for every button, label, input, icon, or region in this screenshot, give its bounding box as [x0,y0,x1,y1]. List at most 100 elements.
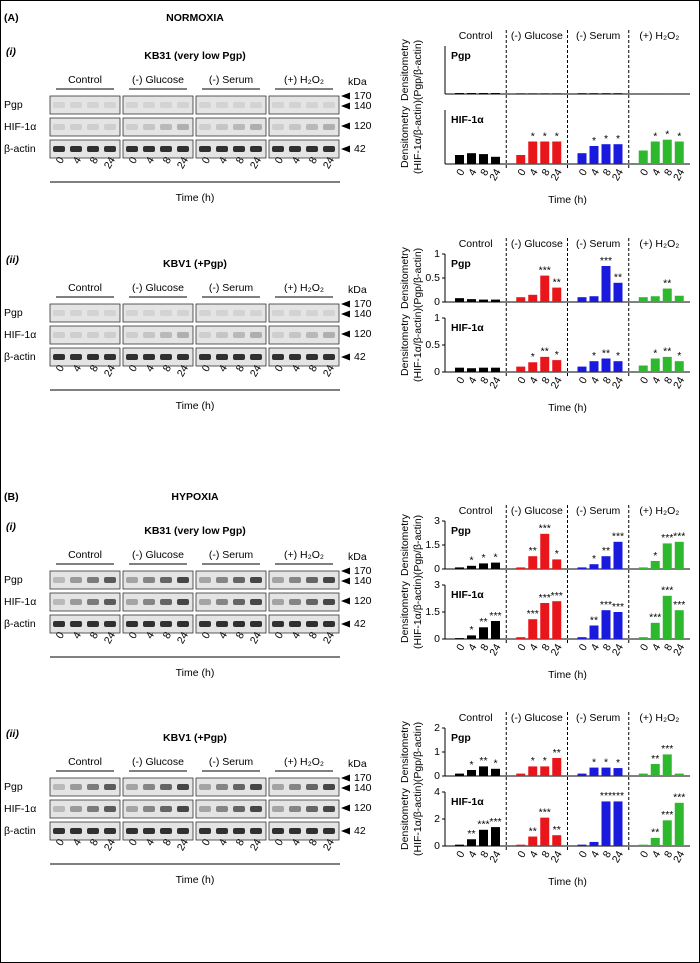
chart-condition-label: Control [459,238,493,250]
bar [528,141,538,164]
chart-lane-label: 4 [589,849,602,860]
chart-lane-label: 0 [577,642,590,653]
cell-line-title: KBV1 (+Pgp) [163,258,227,270]
blot-band [143,332,155,338]
chart-lane-label: 4 [466,642,479,653]
blot-band [216,354,228,360]
bar [638,567,648,569]
lane-label: 24 [175,630,191,646]
blot-band [70,310,82,316]
y-axis-title: Densitometry [399,720,411,783]
bar [674,141,684,164]
significance-label: * [653,130,657,142]
y-tick-label: 0 [434,563,440,575]
blot-band [87,332,99,338]
blot-row-label: Pgp [4,307,23,319]
y-axis-title: (Pgp/β-actin) [412,40,424,100]
lane-label: 4 [71,837,84,848]
chart-lane-label: 8 [478,642,491,653]
time-label: Time (h) [176,192,215,204]
bar [479,563,488,569]
lane-label: 0 [54,363,67,374]
chart-title: Pgp [451,258,471,270]
blot-band [306,310,318,316]
chart-condition-label: (+) H₂O₂ [639,238,679,250]
y-axis-title: Densitometry [399,313,411,376]
blot-band [233,332,245,338]
blot-band [199,354,211,360]
marker-label: 140 [354,575,372,587]
significance-label: ** [529,825,537,837]
y-tick-label: 2 [434,722,440,734]
bar [589,767,599,776]
lane-label: 0 [200,630,213,641]
blot-band [199,621,211,627]
blot-band [126,599,138,605]
blot-band [233,577,245,583]
lane-label: 24 [248,155,264,171]
blot-band [323,806,335,812]
blot-band [143,146,155,152]
chart-lane-label: 24 [549,642,565,658]
blot-band [126,806,138,812]
blot-band [272,828,284,834]
lane-label: 24 [248,363,264,379]
significance-label: *** [661,585,673,597]
blot-row-label: HIF-1α [4,329,36,341]
blot-band [87,577,99,583]
blot-strip [122,95,194,115]
y-tick-label: 4 [434,786,440,798]
significance-label: * [531,351,535,363]
chart-title: Pgp [451,50,471,62]
chart-lane-label: 4 [527,167,540,178]
marker-arrow [341,330,350,338]
blot-strip [268,139,340,159]
bar [455,93,464,94]
blot-band [160,577,172,583]
chart-lane-label: 4 [589,642,602,653]
blot-band [70,599,82,605]
bar [589,146,599,164]
significance-label: * [531,755,535,767]
blot-band [306,806,318,812]
bar [638,297,648,302]
bar [589,93,599,94]
blot-band [160,784,172,790]
blot-band [306,784,318,790]
chart-condition-label: (+) H₂O₂ [639,712,679,724]
marker-label: 140 [354,782,372,794]
blot-band [272,354,284,360]
blot-row-label: β-actin [4,143,36,155]
blot-band [126,332,138,338]
chart-lane-label: 0 [454,375,467,386]
blot-band [216,784,228,790]
blot-band [53,806,65,812]
chart-condition-label: (-) Glucose [511,712,563,724]
bar [674,361,684,372]
blot-strip [122,592,194,612]
bar [528,619,538,639]
chart-lane-label: 24 [549,375,565,391]
blot-band [323,124,335,130]
significance-label: * [653,550,657,562]
blot-band [143,124,155,130]
lane-label: 4 [71,630,84,641]
y-tick-label: 1.5 [425,539,440,551]
blot-band [70,146,82,152]
blot-band [160,806,172,812]
blot-strip [122,614,194,634]
time-label: Time (h) [176,874,215,886]
bar [540,93,550,94]
blot-band [216,332,228,338]
blot-strip [195,139,267,159]
bar [601,144,611,164]
blot-band [250,354,262,360]
bar [540,817,550,846]
blot-strip [122,325,194,345]
marker-arrow [341,567,350,575]
bar [662,543,672,569]
blot-strip [49,821,121,841]
blot-band [250,621,262,627]
blot-condition-label: Control [68,549,102,561]
significance-label: *** [600,255,612,267]
